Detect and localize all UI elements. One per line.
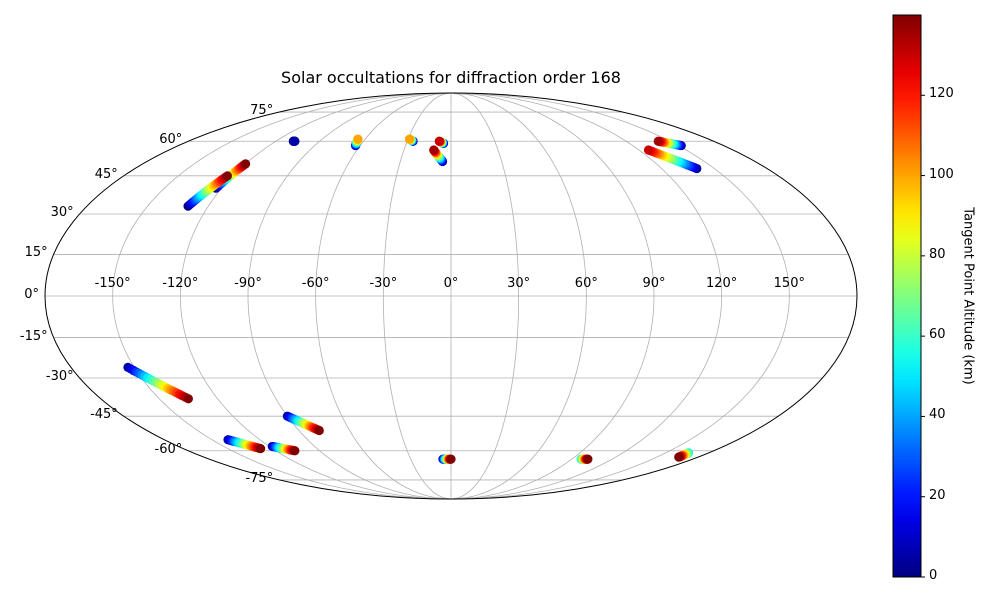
colorbar-tick-label: 0 bbox=[929, 568, 938, 583]
colorbar-tick-label: 40 bbox=[929, 407, 946, 423]
data-point bbox=[314, 425, 324, 436]
data-point bbox=[643, 145, 654, 155]
lon-gridline bbox=[450, 93, 587, 499]
lon-tick-label: -120° bbox=[162, 276, 199, 291]
colorbar-gradient bbox=[892, 14, 922, 578]
lat-tick-label: 45° bbox=[94, 166, 118, 182]
lon-tick-label: 60° bbox=[574, 276, 598, 291]
lon-gridline bbox=[450, 93, 655, 499]
lat-tick-label: 75° bbox=[250, 103, 274, 119]
data-point bbox=[674, 452, 684, 462]
chart-title: Solar occultations for diffraction order… bbox=[281, 68, 621, 87]
colorbar-tick-label: 120 bbox=[929, 86, 954, 102]
map-boundary bbox=[44, 92, 858, 500]
lon-tick-label: 120° bbox=[705, 276, 738, 291]
occultation-track bbox=[429, 145, 448, 167]
occultation-track bbox=[434, 136, 449, 148]
lon-tick-label: 150° bbox=[773, 276, 805, 291]
lon-tick-label: -60° bbox=[301, 276, 330, 291]
data-point bbox=[429, 145, 439, 155]
data-point bbox=[583, 454, 593, 464]
lon-tick-label: 90° bbox=[642, 276, 666, 291]
colorbar-tick-label: 100 bbox=[929, 166, 954, 182]
lon-tick-label: -30° bbox=[369, 276, 398, 291]
lat-tick-label: -30° bbox=[45, 369, 74, 384]
lat-tick-label: 30° bbox=[50, 204, 74, 220]
lat-tick-label: -15° bbox=[19, 328, 48, 344]
data-point bbox=[222, 171, 233, 181]
data-point bbox=[183, 394, 193, 404]
lon-gridline bbox=[112, 93, 452, 499]
lat-tick-label: 0° bbox=[24, 287, 39, 302]
graticule bbox=[45, 93, 857, 499]
lat-tick-label: -45° bbox=[90, 407, 118, 423]
occultation-track bbox=[653, 136, 686, 151]
data-point bbox=[290, 136, 300, 146]
occultation-tracks bbox=[123, 134, 702, 464]
occultation-track bbox=[643, 145, 702, 174]
lon-gridline bbox=[247, 93, 452, 499]
lat-tick-label: 15° bbox=[24, 245, 48, 261]
data-point bbox=[290, 446, 300, 456]
occultation-track bbox=[404, 134, 418, 146]
data-point bbox=[446, 454, 456, 464]
data-point bbox=[240, 159, 251, 169]
occultation-track bbox=[350, 134, 363, 151]
occultation-track bbox=[267, 441, 300, 456]
lon-tick-label: 30° bbox=[507, 276, 531, 291]
data-point bbox=[434, 136, 444, 146]
occultation-track bbox=[123, 362, 193, 404]
lon-tick-label: 0° bbox=[443, 276, 459, 291]
occultation-track bbox=[282, 411, 324, 436]
colorbar bbox=[892, 14, 925, 578]
colorbar-label: Tangent Point Altitude (km) bbox=[960, 207, 976, 385]
lat-tick-label: -60° bbox=[154, 441, 183, 457]
occultation-track bbox=[288, 136, 300, 146]
lon-gridline bbox=[450, 93, 723, 499]
lat-tick-label: 60° bbox=[159, 132, 183, 148]
data-point bbox=[256, 444, 266, 454]
colorbar-tick-label: 80 bbox=[929, 246, 946, 262]
lon-tick-label: -150° bbox=[94, 276, 131, 291]
occultation-track bbox=[576, 454, 593, 464]
lat-tick-label: -75° bbox=[245, 470, 274, 486]
occultation-track bbox=[183, 171, 233, 211]
lon-gridline bbox=[315, 93, 452, 499]
occultation-track bbox=[674, 448, 694, 462]
data-point bbox=[353, 134, 363, 144]
colorbar-tick-label: 60 bbox=[929, 327, 946, 343]
occultation-track bbox=[438, 454, 456, 464]
data-point bbox=[653, 136, 663, 146]
lon-gridline bbox=[450, 93, 520, 499]
occultation-track bbox=[223, 435, 266, 454]
data-point bbox=[404, 134, 415, 144]
lon-tick-label: -90° bbox=[234, 276, 262, 291]
colorbar-tick-label: 20 bbox=[929, 487, 946, 503]
